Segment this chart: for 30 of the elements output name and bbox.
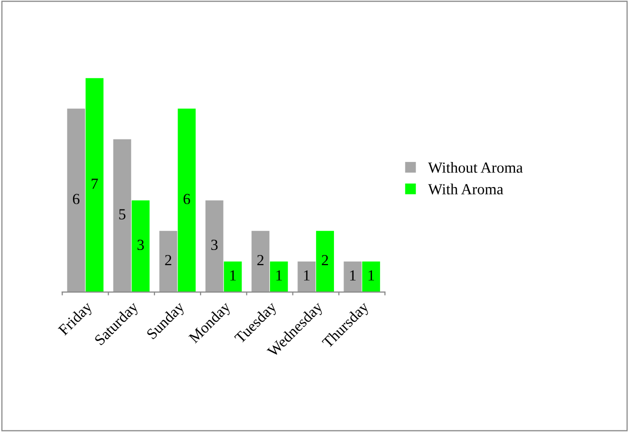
data-label: 2 bbox=[257, 255, 264, 266]
bar bbox=[67, 108, 86, 292]
data-label: 2 bbox=[322, 255, 328, 266]
bar bbox=[113, 139, 132, 292]
bar bbox=[205, 200, 224, 292]
bar bbox=[252, 230, 270, 292]
bar bbox=[344, 261, 362, 292]
bar bbox=[132, 200, 150, 292]
data-label: 1 bbox=[368, 270, 374, 280]
bar bbox=[298, 261, 316, 292]
data-label: 3 bbox=[138, 240, 144, 250]
bar bbox=[224, 261, 242, 292]
data-label: 6 bbox=[184, 194, 190, 204]
bar bbox=[362, 261, 380, 292]
data-label: 5 bbox=[119, 209, 126, 220]
legend-label: Without Aroma bbox=[428, 162, 523, 173]
bar bbox=[86, 78, 104, 292]
bar bbox=[159, 230, 178, 292]
data-label: 2 bbox=[165, 255, 172, 266]
data-label: 3 bbox=[211, 240, 218, 250]
data-label: 6 bbox=[72, 194, 80, 204]
data-label: 1 bbox=[276, 270, 282, 280]
bar bbox=[316, 230, 334, 292]
data-label: 1 bbox=[304, 270, 310, 280]
bar bbox=[270, 261, 288, 292]
legend-label: With Aroma bbox=[428, 184, 504, 194]
data-label: 1 bbox=[230, 270, 236, 280]
data-label: 7 bbox=[92, 178, 98, 189]
bar bbox=[178, 108, 196, 292]
data-label: 1 bbox=[350, 270, 356, 280]
